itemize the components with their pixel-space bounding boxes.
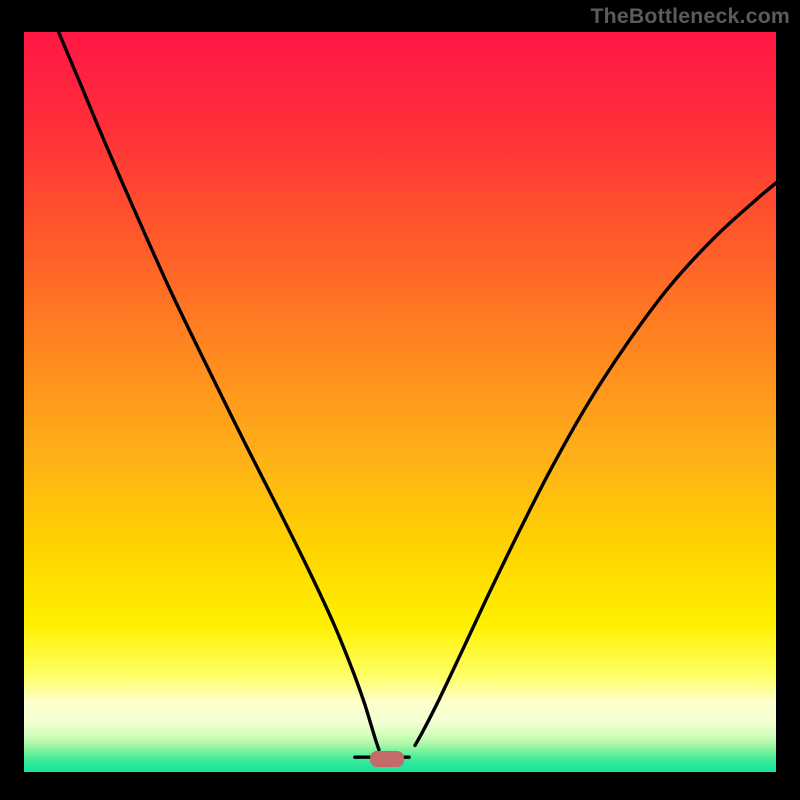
bottleneck-curve bbox=[24, 32, 776, 772]
plot-area bbox=[24, 32, 776, 772]
optimum-marker bbox=[370, 751, 404, 767]
chart-stage: TheBottleneck.com bbox=[0, 0, 800, 800]
watermark-text: TheBottleneck.com bbox=[590, 4, 790, 29]
